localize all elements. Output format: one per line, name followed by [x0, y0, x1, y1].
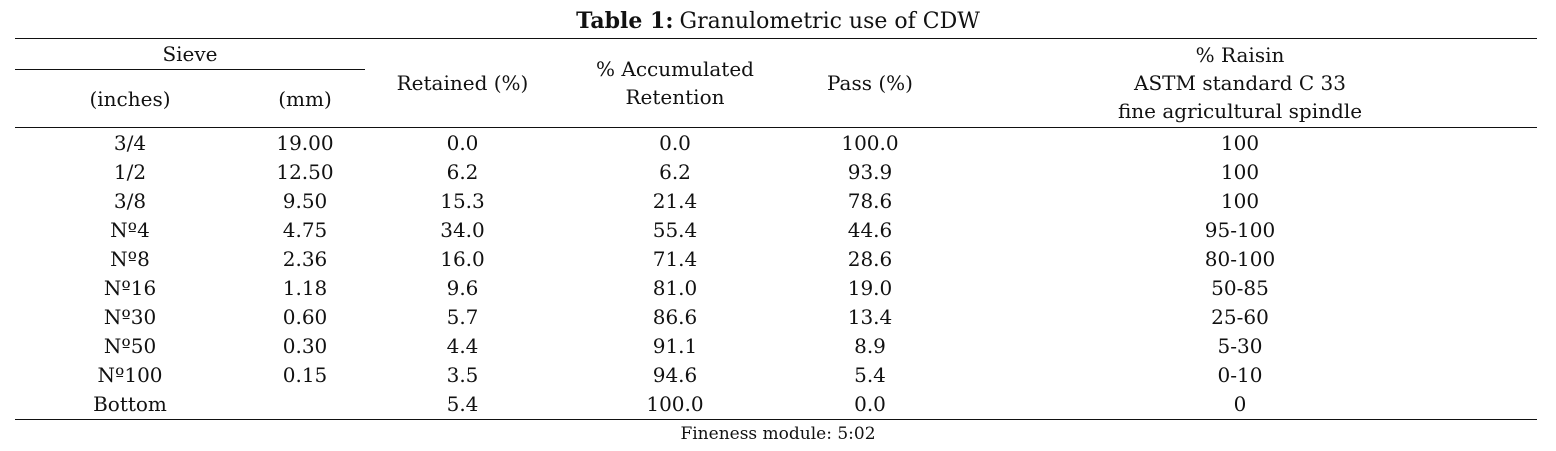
- cell-raisin: 80-100: [1204, 247, 1276, 271]
- cell-accumulated: 0.0: [659, 131, 691, 155]
- header-accumulated-line-2: Retention: [625, 85, 725, 109]
- cell-accumulated: 100.0: [646, 392, 704, 416]
- cell-raisin: 25-60: [1211, 305, 1269, 329]
- cell-pass: 100.0: [841, 131, 899, 155]
- header-sieve: Sieve: [162, 42, 218, 66]
- bottom-rule: [15, 419, 1537, 420]
- cell-inches: 3/8: [113, 189, 147, 213]
- cell-inches: Nº4: [110, 218, 150, 242]
- cell-inches: Nº50: [103, 334, 157, 358]
- cell-accumulated: 86.6: [652, 305, 698, 329]
- table-footnote: Fineness module: 5:02: [680, 424, 876, 444]
- cell-mm: 1.18: [282, 276, 328, 300]
- table-row: Nº16 1.18 9.6 81.0 19.0 50-85: [0, 274, 1556, 303]
- header-retained: Retained (%): [396, 71, 529, 95]
- cell-mm: 0.15: [282, 363, 328, 387]
- cell-retained: 5.4: [446, 392, 479, 416]
- top-rule: [15, 38, 1537, 39]
- cell-retained: 0.0: [446, 131, 479, 155]
- cell-pass: 0.0: [854, 392, 886, 416]
- cell-raisin: 95-100: [1204, 218, 1276, 242]
- cell-inches: 3/4: [113, 131, 147, 155]
- cell-inches: Nº16: [103, 276, 157, 300]
- cell-inches: Bottom: [93, 392, 167, 416]
- header-raisin-line-3: fine agricultural spindle: [1117, 99, 1363, 123]
- cell-raisin: 100: [1220, 189, 1260, 213]
- header-raisin-line-2: ASTM standard C 33: [1134, 71, 1346, 95]
- cell-inches: Nº100: [97, 363, 163, 387]
- cell-accumulated: 55.4: [652, 218, 698, 242]
- header-accumulated-line-1: % Accumulated: [596, 57, 754, 81]
- table-row: Nº50 0.30 4.4 91.1 8.9 5-30: [0, 332, 1556, 361]
- cell-accumulated: 81.0: [652, 276, 698, 300]
- header-bottom-rule: [15, 127, 1537, 128]
- cell-retained: 5.7: [446, 305, 479, 329]
- caption-label: Table 1:: [576, 8, 674, 34]
- cell-retained: 3.5: [446, 363, 479, 387]
- cell-inches: Nº8: [110, 247, 150, 271]
- cell-accumulated: 6.2: [659, 160, 691, 184]
- cell-retained: 34.0: [440, 218, 485, 242]
- cell-raisin: 50-85: [1211, 276, 1269, 300]
- cell-mm: 0.60: [282, 305, 328, 329]
- cell-raisin: 100: [1220, 131, 1260, 155]
- header-raisin-line-1: % Raisin: [1195, 43, 1285, 67]
- cell-retained: 4.4: [446, 334, 479, 358]
- cell-pass: 5.4: [854, 363, 886, 387]
- cell-pass: 44.6: [847, 218, 893, 242]
- cell-mm: 0.30: [282, 334, 328, 358]
- cell-raisin: 5-30: [1217, 334, 1263, 358]
- cell-inches: 1/2: [113, 160, 147, 184]
- sieve-group-rule: [15, 69, 365, 70]
- cell-retained: 6.2: [446, 160, 479, 184]
- cell-retained: 16.0: [440, 247, 485, 271]
- table-row: Bottom 5.4 100.0 0.0 0: [0, 390, 1556, 419]
- table-row: Nº8 2.36 16.0 71.4 28.6 80-100: [0, 245, 1556, 274]
- cell-pass: 93.9: [847, 160, 893, 184]
- table-row: 3/8 9.50 15.3 21.4 78.6 100: [0, 187, 1556, 216]
- cell-accumulated: 94.6: [652, 363, 698, 387]
- cell-accumulated: 71.4: [652, 247, 698, 271]
- header-inches: (inches): [89, 87, 171, 111]
- cell-mm: 4.75: [282, 218, 328, 242]
- table-row: 3/4 19.00 0.0 0.0 100.0 100: [0, 129, 1556, 158]
- cell-mm: 2.36: [282, 247, 328, 271]
- header-mm: (mm): [278, 87, 332, 111]
- table-row: Nº4 4.75 34.0 55.4 44.6 95-100: [0, 216, 1556, 245]
- cell-pass: 13.4: [847, 305, 893, 329]
- cell-mm: 12.50: [276, 160, 334, 184]
- table-row: 1/2 12.50 6.2 6.2 93.9 100: [0, 158, 1556, 187]
- cell-raisin: 0: [1233, 392, 1247, 416]
- cell-inches: Nº30: [103, 305, 157, 329]
- cell-pass: 8.9: [854, 334, 886, 358]
- cell-accumulated: 91.1: [652, 334, 698, 358]
- cell-accumulated: 21.4: [652, 189, 698, 213]
- cell-mm: 19.00: [276, 131, 334, 155]
- caption-title: Granulometric use of CDW: [679, 9, 980, 34]
- table-row: Nº100 0.15 3.5 94.6 5.4 0-10: [0, 361, 1556, 390]
- cell-retained: 9.6: [446, 276, 479, 300]
- cell-pass: 19.0: [847, 276, 893, 300]
- table-row: Nº30 0.60 5.7 86.6 13.4 25-60: [0, 303, 1556, 332]
- cell-raisin: 0-10: [1217, 363, 1263, 387]
- cell-mm: 9.50: [282, 189, 328, 213]
- header-pass: Pass (%): [827, 71, 913, 95]
- cell-pass: 78.6: [847, 189, 893, 213]
- cell-raisin: 100: [1220, 160, 1260, 184]
- cell-pass: 28.6: [847, 247, 893, 271]
- table-caption: Table 1: Granulometric use of CDW: [0, 6, 1556, 37]
- cell-retained: 15.3: [440, 189, 485, 213]
